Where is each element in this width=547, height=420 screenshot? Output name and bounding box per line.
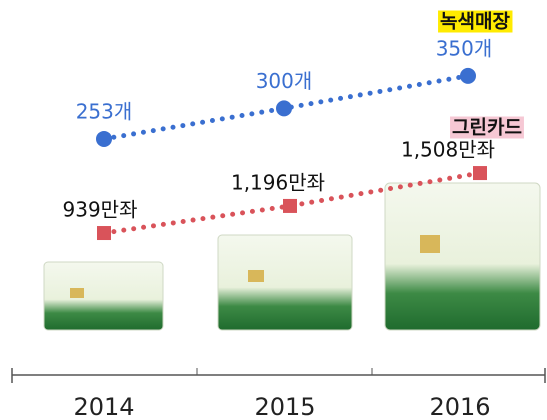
point <box>97 226 111 240</box>
card-image <box>385 183 540 330</box>
card-image <box>44 262 163 330</box>
data-label: 300개 <box>256 69 313 93</box>
data-label: 1,196만좌 <box>231 170 325 194</box>
data-label: 1,508만좌 <box>401 138 495 162</box>
card-chip <box>420 235 440 253</box>
card-chip <box>70 288 84 298</box>
point <box>473 166 487 180</box>
point <box>283 199 297 213</box>
point <box>96 131 112 147</box>
data-label: 939만좌 <box>63 198 138 222</box>
data-label: 253개 <box>76 99 133 123</box>
x-tick-label: 2014 <box>73 393 134 420</box>
data-label: 350개 <box>436 36 493 60</box>
legend-label: 녹색매장 <box>440 11 510 33</box>
legend-label: 그린카드 <box>452 117 522 139</box>
point <box>460 68 476 84</box>
x-tick-label: 2016 <box>429 393 490 420</box>
chart: 2014 2015 2016 253개 300개 350개 녹색매장 939만좌 1,196만좌… <box>0 0 547 420</box>
card-chip <box>248 270 264 282</box>
card-image <box>218 235 352 330</box>
point <box>276 100 292 116</box>
x-tick-label: 2015 <box>254 393 315 420</box>
